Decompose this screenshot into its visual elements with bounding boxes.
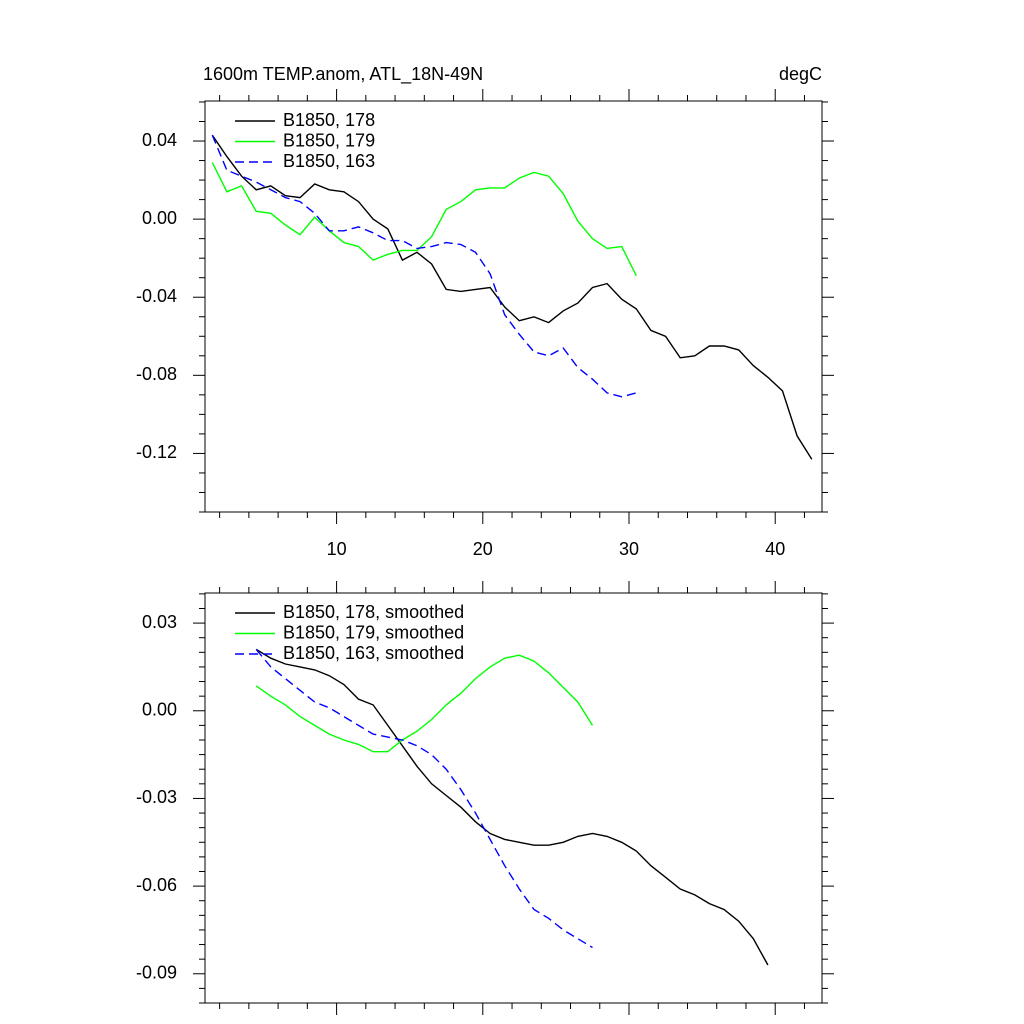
series-line <box>211 134 813 460</box>
plot-frame <box>204 100 823 513</box>
panel: 1600m TEMP.anom, ATL_18N-49N degC 0.04 0.00… <box>136 64 834 559</box>
legend-label: B1850, 163 <box>283 151 375 171</box>
y-tick-label: -0.08 <box>136 364 177 384</box>
y-tick-label: 0.03 <box>142 612 177 632</box>
series-line <box>255 648 769 966</box>
series-line <box>255 654 594 753</box>
x-tick-label: 30 <box>619 539 639 559</box>
series-line <box>211 134 637 398</box>
y-tick-label: -0.03 <box>136 787 177 807</box>
y-tick-label: -0.06 <box>136 875 177 895</box>
y-tick-label: -0.12 <box>136 442 177 462</box>
series-line <box>255 648 593 949</box>
legend-label: B1850, 178, smoothed <box>283 602 464 622</box>
legend-label: B1850, 179 <box>283 130 375 150</box>
x-tick-label: 10 <box>327 539 347 559</box>
panel: 0.03 0.00 -0.03 -0.06 -0.09 B1850, 178, smoot… <box>136 581 834 1015</box>
y-tick-label: 0.04 <box>142 130 177 150</box>
legend-label: B1850, 179, smoothed <box>283 622 464 642</box>
x-tick-label: 40 <box>765 539 785 559</box>
y-tick-label: 0.00 <box>142 700 177 720</box>
legend-label: B1850, 163, smoothed <box>283 643 464 663</box>
units-label: degC <box>779 64 822 84</box>
chart-title: 1600m TEMP.anom, ATL_18N-49N <box>203 64 483 85</box>
x-tick-label: 20 <box>473 539 493 559</box>
series-line <box>211 162 637 277</box>
y-tick-label: -0.09 <box>136 963 177 983</box>
legend-label: B1850, 178 <box>283 110 375 130</box>
y-tick-label: 0.00 <box>142 208 177 228</box>
y-tick-label: -0.04 <box>136 286 177 306</box>
